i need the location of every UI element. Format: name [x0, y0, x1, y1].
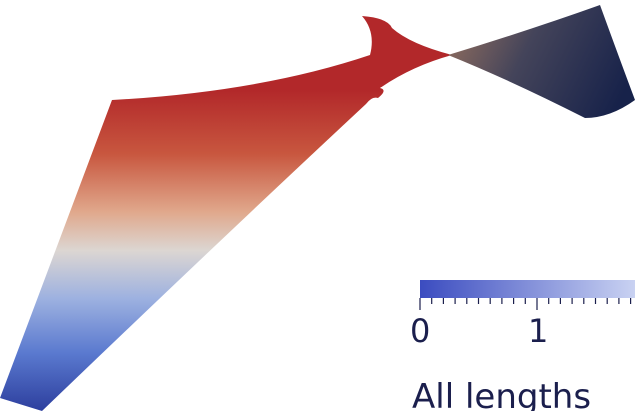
surface-wing — [448, 5, 635, 118]
color-bar — [420, 280, 635, 298]
scale-label: 1 — [528, 312, 548, 350]
scale-caption: All lengths — [412, 377, 591, 411]
color-bar-ticks — [420, 298, 631, 310]
scale-label: 0 — [410, 312, 430, 350]
surface-main — [0, 16, 452, 411]
render-view: 0 1 All lengths — [0, 0, 635, 411]
